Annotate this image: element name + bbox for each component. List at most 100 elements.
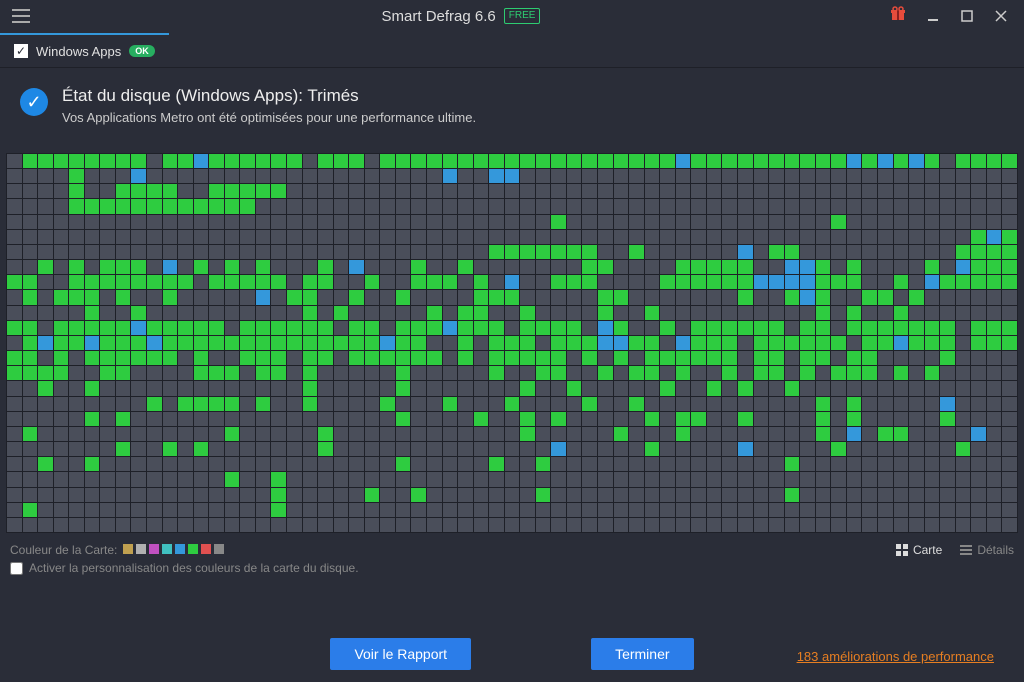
disk-cell xyxy=(614,260,629,274)
view-toggle-details[interactable]: Détails xyxy=(960,543,1014,557)
disk-cell xyxy=(256,199,271,213)
disk-cell xyxy=(147,199,162,213)
disk-cell xyxy=(225,412,240,426)
disk-cell xyxy=(163,518,178,532)
disk-cell xyxy=(69,306,84,320)
disk-cell xyxy=(365,290,380,304)
disk-cell xyxy=(396,397,411,411)
view-toggle-carte[interactable]: Carte xyxy=(896,543,942,557)
disk-cell xyxy=(971,260,986,274)
disk-cell xyxy=(676,457,691,471)
disk-cell xyxy=(147,472,162,486)
disk-cell xyxy=(582,412,597,426)
legend-swatch xyxy=(149,544,159,554)
disk-cell xyxy=(816,154,831,168)
disk-cell xyxy=(505,518,520,532)
disk-cell xyxy=(878,230,893,244)
disk-cell xyxy=(551,518,566,532)
disk-cell xyxy=(178,154,193,168)
disk-cell xyxy=(380,503,395,517)
disk-cell xyxy=(629,199,644,213)
disk-cell xyxy=(878,321,893,335)
disk-cell xyxy=(147,169,162,183)
disk-cell xyxy=(925,260,940,274)
customize-colors-checkbox[interactable] xyxy=(10,562,23,575)
disk-cell xyxy=(676,321,691,335)
disk-cell xyxy=(536,442,551,456)
disk-cell xyxy=(738,457,753,471)
disk-cell xyxy=(971,230,986,244)
disk-cell xyxy=(209,366,224,380)
disk-cell xyxy=(862,154,877,168)
disk-cell xyxy=(85,381,100,395)
disk-cell xyxy=(925,215,940,229)
close-icon[interactable] xyxy=(994,9,1008,23)
disk-cell xyxy=(443,397,458,411)
minimize-icon[interactable] xyxy=(926,9,940,23)
disk-cell xyxy=(411,245,426,259)
disk-cell xyxy=(707,275,722,289)
disk-cell xyxy=(209,442,224,456)
performance-link[interactable]: 183 améliorations de performance xyxy=(797,649,994,664)
disk-cell xyxy=(380,488,395,502)
disk-cell xyxy=(287,442,302,456)
disk-cell xyxy=(334,199,349,213)
maximize-icon[interactable] xyxy=(960,9,974,23)
disk-cell xyxy=(738,503,753,517)
disk-cell xyxy=(427,275,442,289)
disk-cell xyxy=(769,184,784,198)
disk-cell xyxy=(536,412,551,426)
disk-cell xyxy=(831,427,846,441)
disk-cell xyxy=(240,503,255,517)
disk-cell xyxy=(816,321,831,335)
disk-cell xyxy=(163,457,178,471)
disk-cell xyxy=(582,184,597,198)
disk-cell xyxy=(769,442,784,456)
disk-cell xyxy=(225,275,240,289)
disk-cell xyxy=(458,306,473,320)
disk-cell xyxy=(194,518,209,532)
disk-cell xyxy=(816,366,831,380)
disk-cell xyxy=(971,275,986,289)
disk-cell xyxy=(163,199,178,213)
disk-cell xyxy=(380,199,395,213)
disk-cell xyxy=(38,336,53,350)
disk-cell xyxy=(427,290,442,304)
disk-cell xyxy=(23,184,38,198)
disk-cell xyxy=(303,336,318,350)
disk-cell xyxy=(754,518,769,532)
disk-cell xyxy=(38,503,53,517)
disk-cell xyxy=(443,457,458,471)
disk-cell xyxy=(38,199,53,213)
disk-cell xyxy=(100,169,115,183)
disk-cell xyxy=(629,442,644,456)
disk-cell xyxy=(614,199,629,213)
disk-cell xyxy=(365,397,380,411)
disk-cell xyxy=(660,336,675,350)
disk-cell xyxy=(894,397,909,411)
disk-cell xyxy=(240,397,255,411)
tab-windows-apps[interactable]: ✓ Windows Apps OK xyxy=(0,33,169,67)
disk-cell xyxy=(894,442,909,456)
disk-cell xyxy=(800,412,815,426)
finish-button[interactable]: Terminer xyxy=(591,638,693,670)
disk-cell xyxy=(847,230,862,244)
disk-cell xyxy=(505,336,520,350)
disk-cell xyxy=(334,154,349,168)
disk-cell xyxy=(769,275,784,289)
disk-cell xyxy=(862,397,877,411)
gift-icon[interactable] xyxy=(890,6,906,27)
disk-cell xyxy=(427,321,442,335)
disk-cell xyxy=(427,366,442,380)
disk-cell xyxy=(334,503,349,517)
disk-cell xyxy=(722,184,737,198)
disk-cell xyxy=(676,442,691,456)
hamburger-menu-icon[interactable] xyxy=(8,4,32,28)
disk-cell xyxy=(831,503,846,517)
disk-cell xyxy=(800,184,815,198)
report-button[interactable]: Voir le Rapport xyxy=(330,638,471,670)
disk-cell xyxy=(645,381,660,395)
disk-cell xyxy=(567,518,582,532)
disk-cell xyxy=(614,472,629,486)
disk-cell xyxy=(69,184,84,198)
